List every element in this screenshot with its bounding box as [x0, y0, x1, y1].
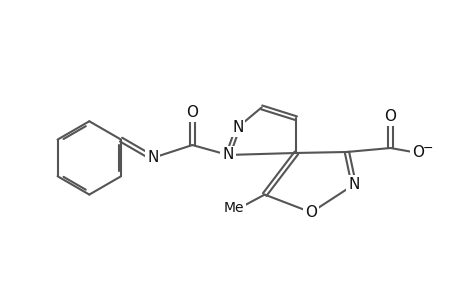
Text: N: N	[347, 177, 359, 192]
Text: −: −	[422, 142, 432, 154]
Text: O: O	[186, 105, 198, 120]
Text: O: O	[411, 146, 423, 160]
Text: N: N	[147, 150, 158, 165]
Text: Me: Me	[223, 202, 244, 215]
Text: O: O	[305, 205, 317, 220]
Text: N: N	[232, 120, 243, 135]
Text: O: O	[384, 109, 396, 124]
Text: N: N	[222, 148, 233, 163]
